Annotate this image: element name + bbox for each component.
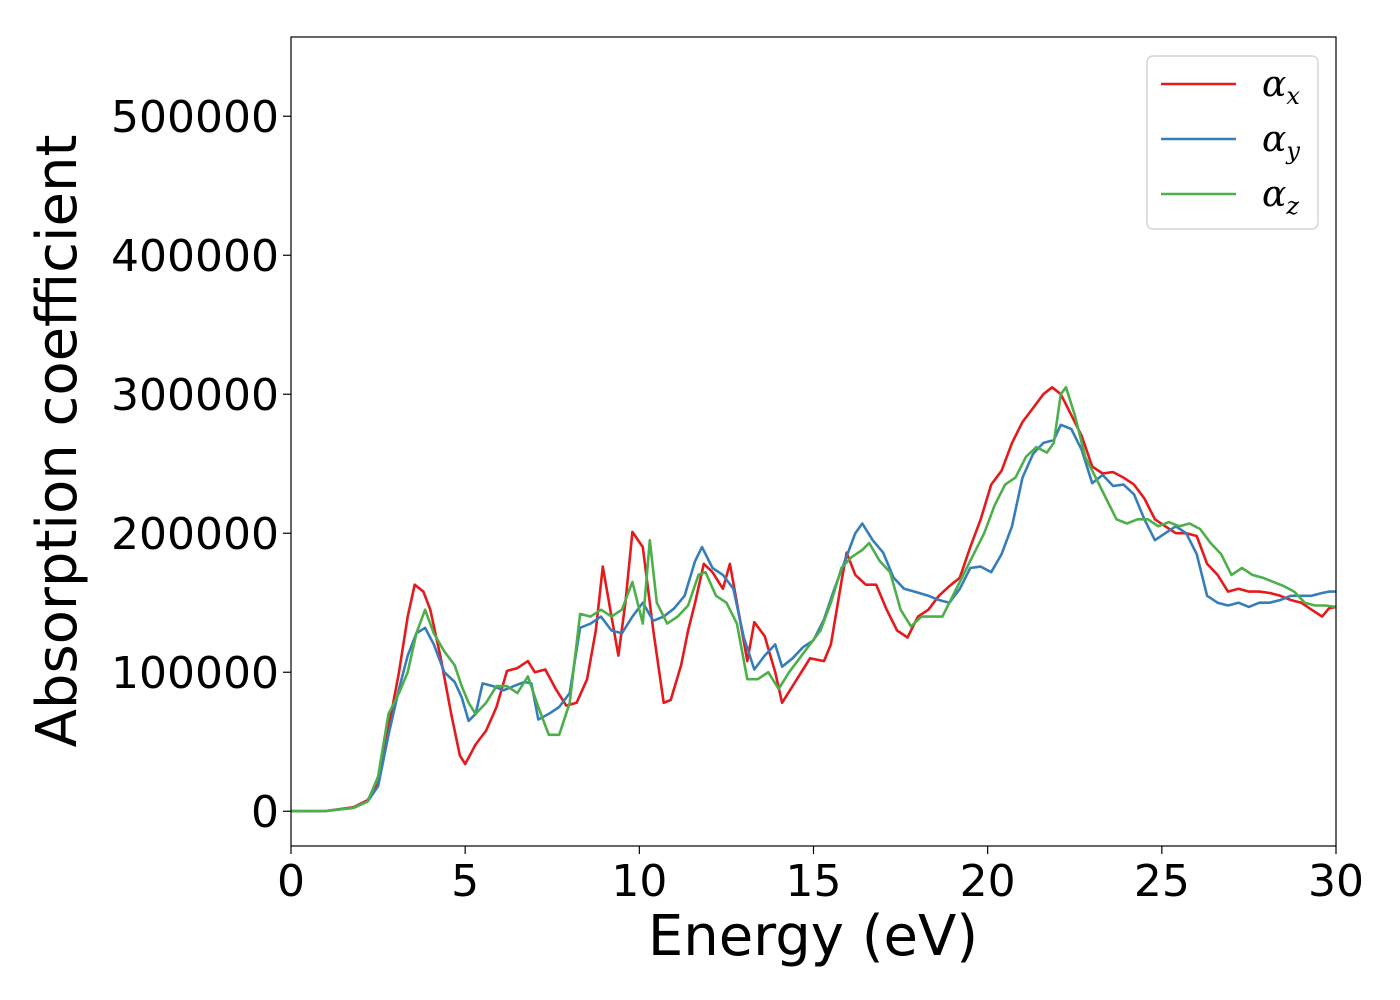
y-tick-label: 200000 — [111, 509, 279, 560]
x-tick-label: 30 — [1308, 856, 1364, 907]
series-line-alpha-z — [290, 386, 1337, 813]
x-tick-label: 25 — [1134, 856, 1190, 907]
y-axis: 0 100000 200000 300000 400000 500000 — [111, 92, 291, 838]
x-tick-label: 15 — [786, 856, 842, 907]
x-tick-label: 0 — [277, 856, 305, 907]
y-tick-label: 300000 — [111, 370, 279, 421]
x-axis: 0 5 10 15 20 25 30 — [277, 846, 1364, 907]
y-axis-title: Absorption coefficient — [25, 135, 90, 748]
y-tick-label: 0 — [251, 787, 279, 838]
series-layer — [290, 386, 1337, 813]
legend-label-alpha-z: αz — [1262, 174, 1299, 220]
legend-box — [1146, 55, 1319, 230]
series-line-alpha-y — [290, 423, 1336, 813]
x-tick-label: 10 — [611, 856, 667, 907]
x-axis-title: Energy (eV) — [648, 904, 978, 969]
x-tick-label: 20 — [960, 856, 1016, 907]
x-tick-label: 5 — [451, 856, 479, 907]
series-line-alpha-x — [290, 386, 1337, 813]
y-tick-label: 500000 — [111, 92, 279, 143]
y-tick-label: 100000 — [111, 648, 279, 699]
y-tick-label: 400000 — [111, 231, 279, 282]
